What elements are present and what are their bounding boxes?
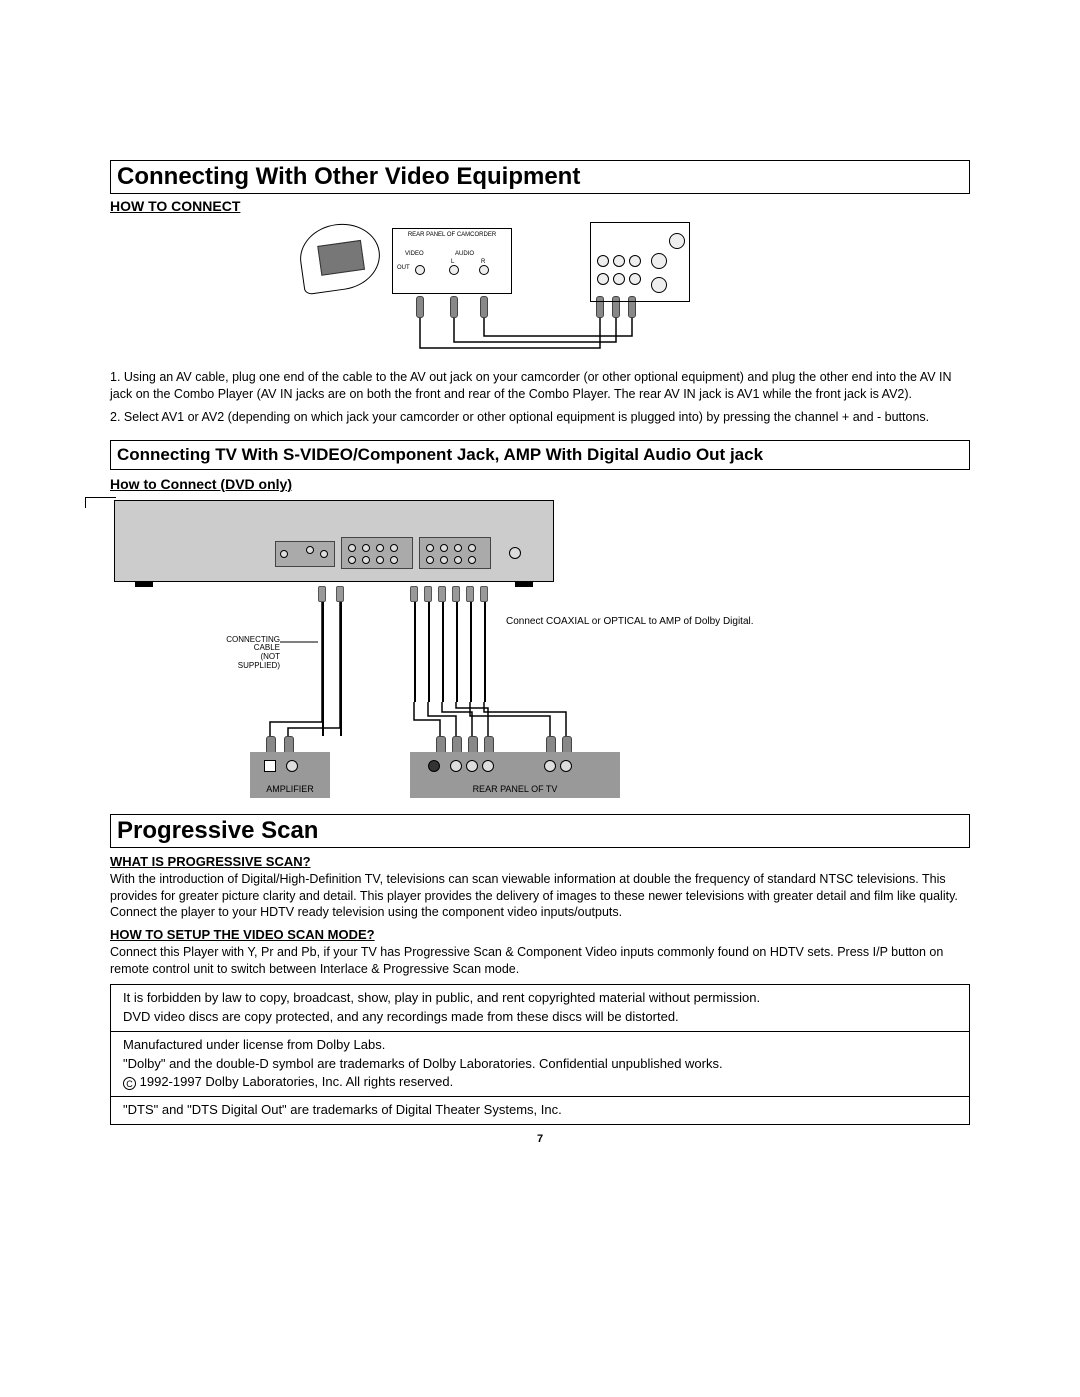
section3-title: Progressive Scan [117, 817, 963, 845]
section1-title: Connecting With Other Video Equipment [117, 163, 963, 191]
amplifier-box: AMPLIFIER [250, 752, 330, 798]
section2-title: Connecting TV With S-VIDEO/Component Jac… [117, 445, 963, 465]
combo-rear-panel [590, 222, 690, 302]
camcorder-icon [296, 219, 384, 295]
tv-label: REAR PANEL OF TV [410, 784, 620, 794]
notice-line-1a: It is forbidden by law to copy, broadcas… [123, 989, 957, 1008]
cable-note: CONNECTING CABLE(NOT SUPPLIED) [220, 636, 280, 671]
step1-text: 1. Using an AV cable, plug one end of th… [110, 369, 970, 403]
page-number: 7 [110, 1133, 970, 1145]
amplifier-label: AMPLIFIER [250, 784, 330, 794]
q2-body: Connect this Player with Y, Pr and Pb, i… [110, 944, 970, 978]
copyright-notice-box: It is forbidden by law to copy, broadcas… [110, 984, 970, 1125]
camcorder-rear-panel: REAR PANEL OF CAMCORDER VIDEO AUDIO OUT … [392, 228, 512, 294]
section3-title-box: Progressive Scan [110, 814, 970, 848]
notice-line-2b: "Dolby" and the double-D symbol are trad… [123, 1055, 957, 1074]
q1-body: With the introduction of Digital/High-De… [110, 871, 970, 922]
notice-line-2a: Manufactured under license from Dolby La… [123, 1036, 957, 1055]
notice-line-2c: C 1992-1997 Dolby Laboratories, Inc. All… [123, 1073, 957, 1092]
diagram-player: AMPLIFIER REAR PANEL OF TV CONNECTING CA… [110, 496, 970, 806]
notice-line-1b: DVD video discs are copy protected, and … [123, 1008, 957, 1027]
panel-label: REAR PANEL OF CAMCORDER [393, 232, 511, 238]
section1-title-box: Connecting With Other Video Equipment [110, 160, 970, 194]
q1-heading: WHAT IS PROGRESSIVE SCAN? [110, 854, 970, 869]
notice-line-3: "DTS" and "DTS Digital Out" are trademar… [123, 1101, 957, 1120]
how-to-connect-heading: HOW TO CONNECT [110, 198, 970, 214]
step2-text: 2. Select AV1 or AV2 (depending on which… [110, 409, 970, 426]
how-to-connect-dvd: How to Connect (DVD only) [110, 476, 970, 492]
copyright-icon: C [123, 1077, 136, 1090]
coaxial-note: Connect COAXIAL or OPTICAL to AMP of Dol… [506, 616, 806, 627]
section2-title-box: Connecting TV With S-VIDEO/Component Jac… [110, 440, 970, 470]
tv-rear-box: REAR PANEL OF TV [410, 752, 620, 798]
cable-amp-icon [258, 602, 348, 742]
cable-path-icon [400, 308, 660, 358]
diagram-camcorder: REAR PANEL OF CAMCORDER VIDEO AUDIO OUT … [110, 218, 970, 363]
player-rear-panel [114, 500, 554, 582]
q2-heading: HOW TO SETUP THE VIDEO SCAN MODE? [110, 927, 970, 942]
